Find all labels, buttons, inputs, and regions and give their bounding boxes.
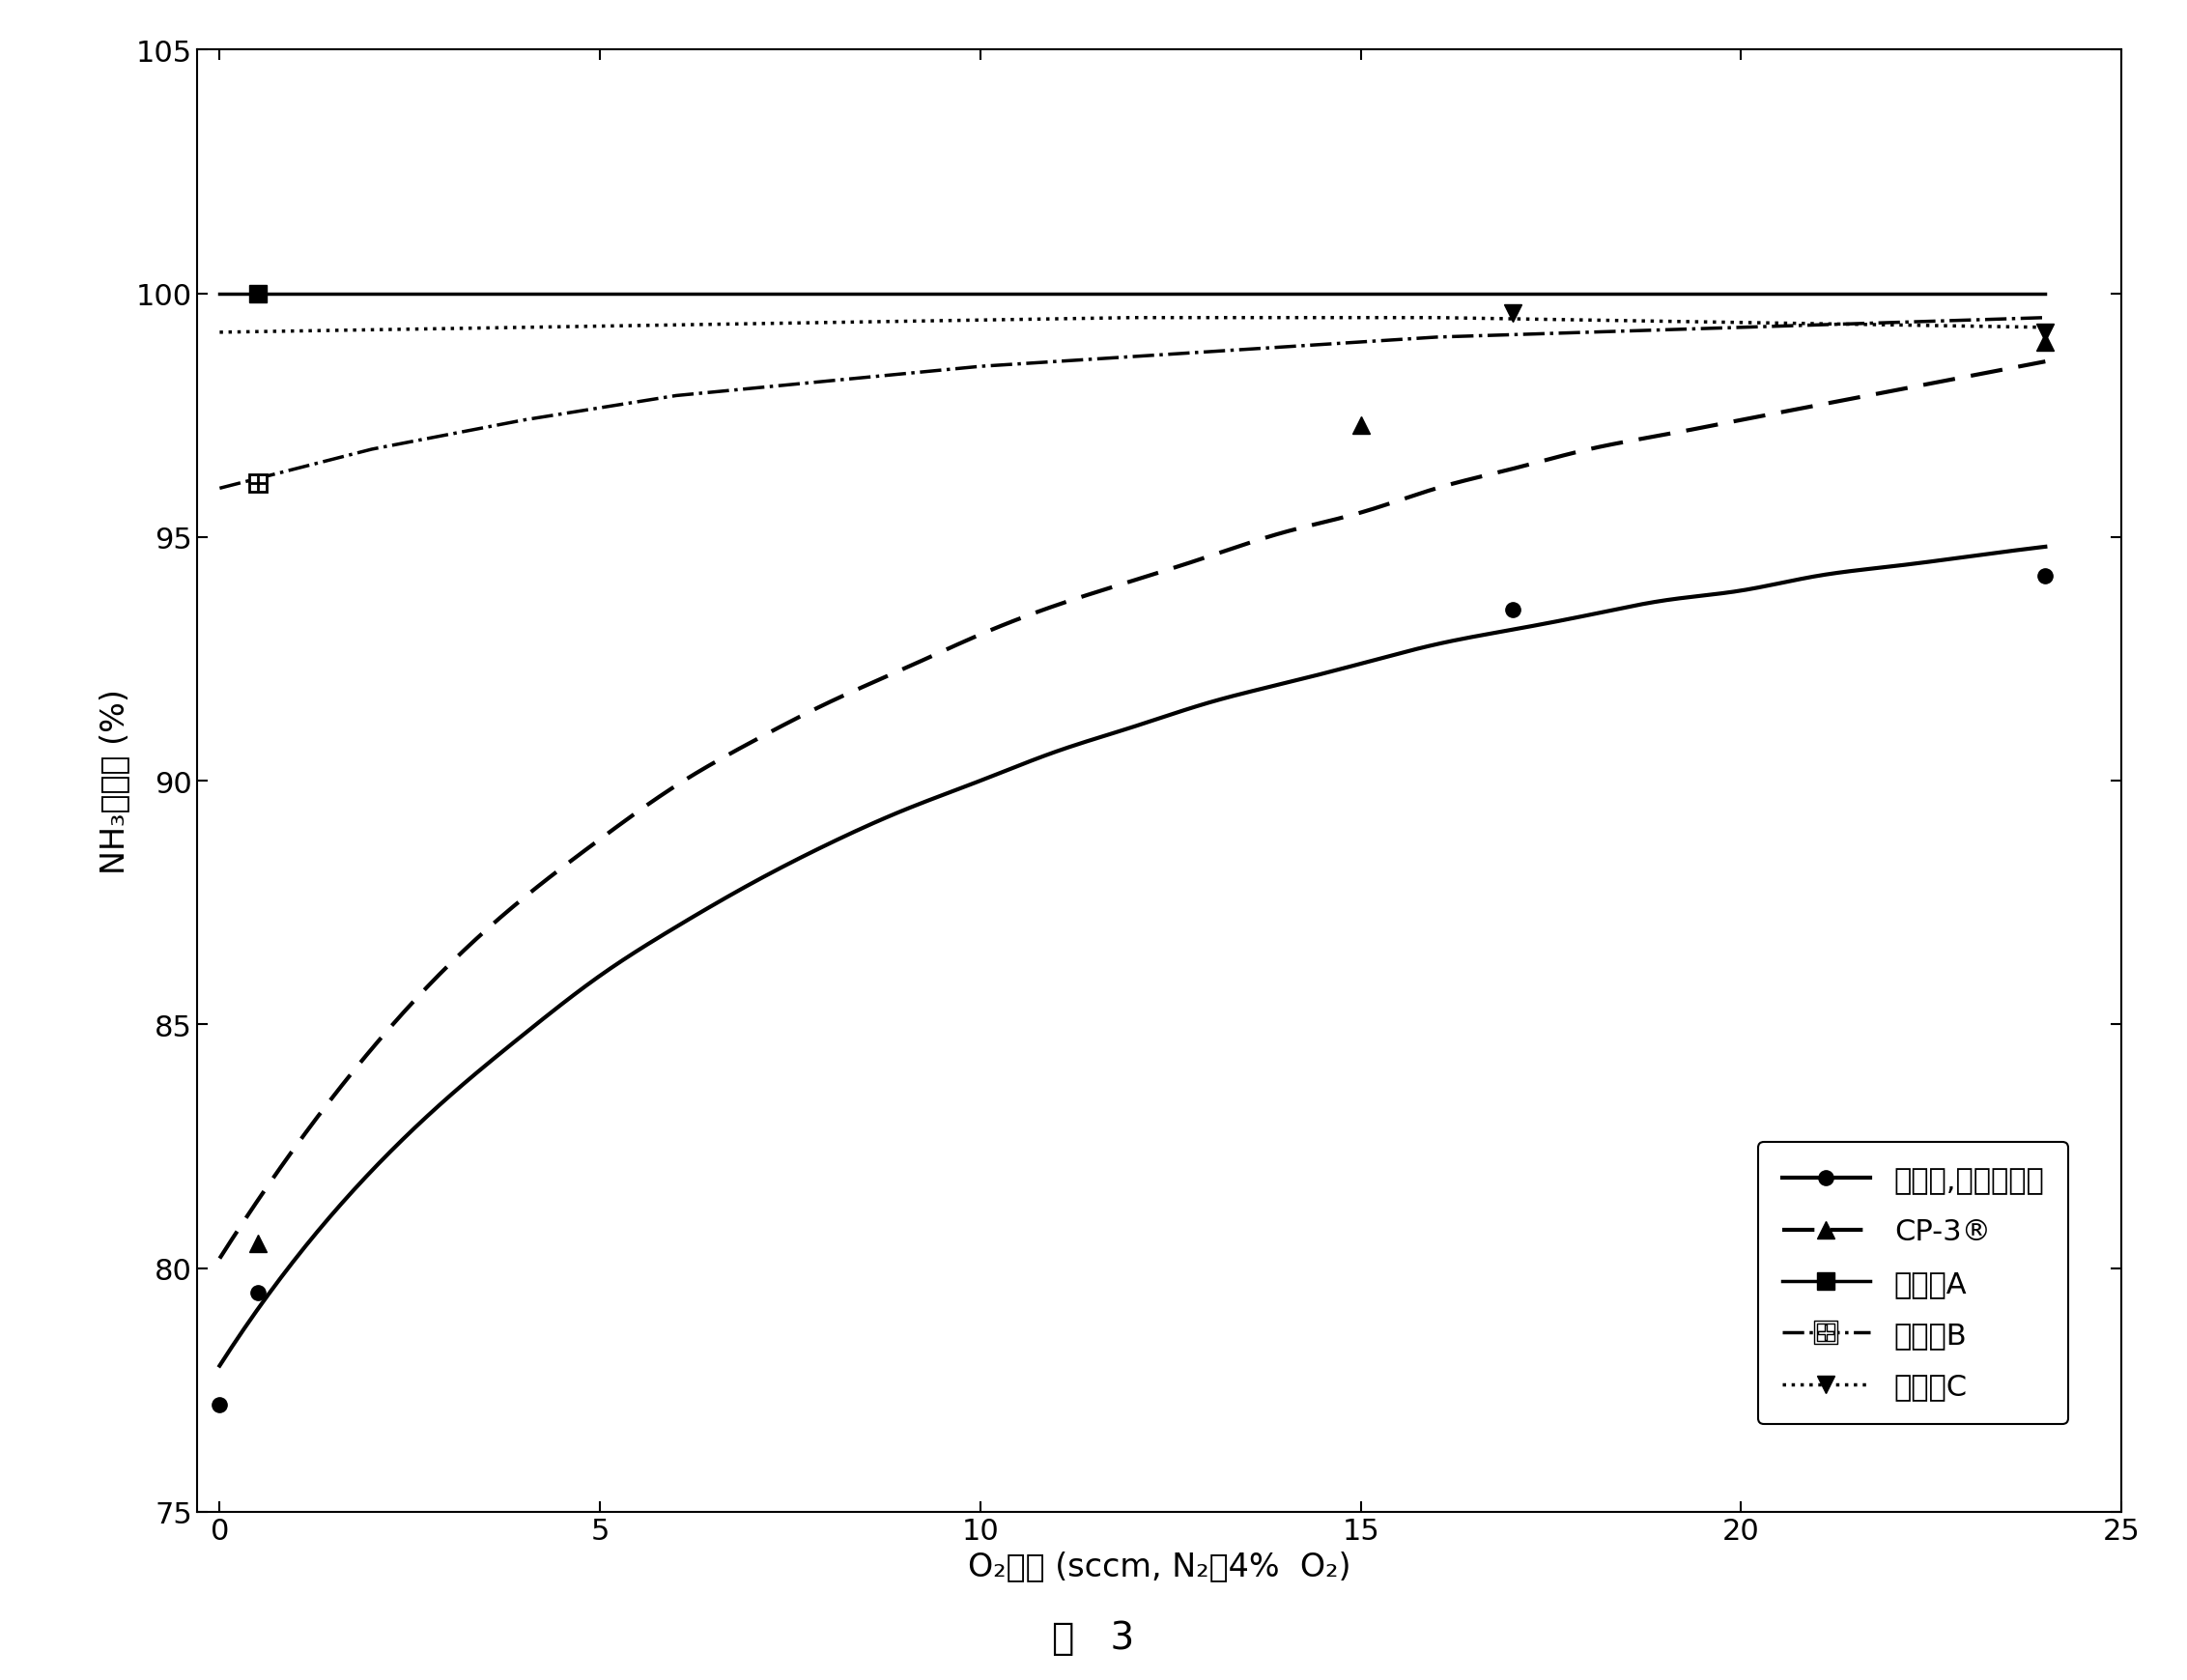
X-axis label: O₂流量 (sccm, N₂中4%  O₂): O₂流量 (sccm, N₂中4% O₂) — [967, 1551, 1352, 1583]
Text: 图   3: 图 3 — [1052, 1620, 1135, 1656]
Legend: 屐化剂,没有添加剂, CP-3®, 添加剂A, 添加剂B, 添加剂C: 屐化剂,没有添加剂, CP-3®, 添加剂A, 添加剂B, 添加剂C — [1758, 1142, 2069, 1425]
Y-axis label: NH₃转化率 (%): NH₃转化率 (%) — [98, 689, 131, 874]
